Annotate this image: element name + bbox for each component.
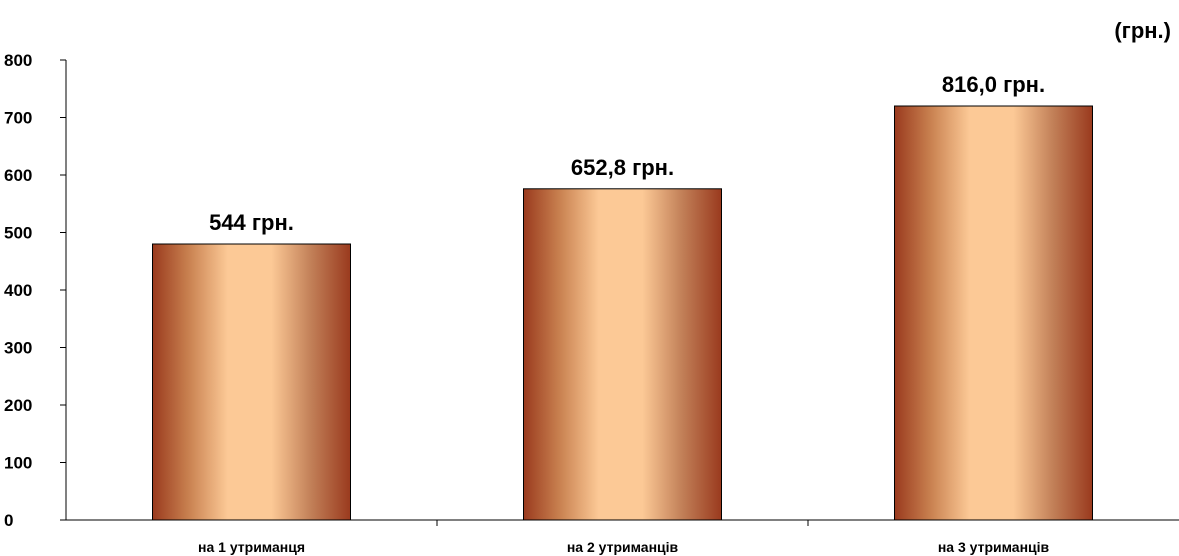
unit-label: (грн.) (1114, 18, 1171, 43)
x-tick-label-1: на 1 утриманця (198, 539, 305, 555)
y-tick-label: 0 (4, 511, 13, 530)
data-label-2: 652,8 грн. (571, 155, 674, 180)
y-tick-label: 100 (4, 454, 32, 473)
bar-1 (152, 243, 351, 521)
data-label-3: 816,0 грн. (942, 72, 1045, 97)
y-tick-label: 400 (4, 281, 32, 300)
bars (152, 105, 1093, 521)
y-tick-label: 300 (4, 339, 32, 358)
bar-3 (894, 105, 1093, 521)
y-tick-label: 700 (4, 109, 32, 128)
y-tick-label: 200 (4, 396, 32, 415)
x-tick-label-3: на 3 утриманців (938, 539, 1050, 555)
bar-2 (523, 188, 722, 521)
y-tick-label: 600 (4, 166, 32, 185)
x-tick-label-2: на 2 утриманців (567, 539, 679, 555)
labels: 544 грн. на 1 утриманця 652,8 грн. на 2 утр… (198, 72, 1050, 555)
y-tick-label: 500 (4, 224, 32, 243)
data-label-1: 544 грн. (209, 210, 294, 235)
y-tick-label: 800 (4, 51, 32, 70)
